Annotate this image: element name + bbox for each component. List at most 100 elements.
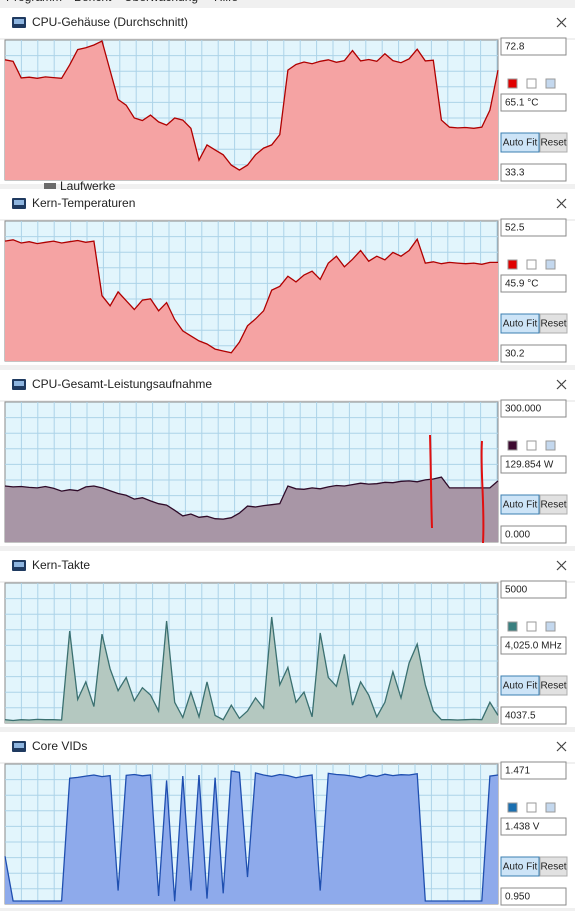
max-value-box [500,580,567,599]
auto-fit-label: Auto Fit [503,681,538,692]
min-value: 4037.5 [505,711,536,722]
color-checkbox[interactable] [526,621,537,632]
auto-fit-button[interactable] [500,494,540,515]
panel-icon-screen [14,562,24,567]
reset-button[interactable] [539,132,568,153]
auto-fit-label: Auto Fit [503,500,538,511]
series-line [4,237,498,354]
max-value-box [500,37,567,56]
reset-button[interactable] [539,675,568,696]
current-value-box [500,455,567,474]
panel-title: Kern-Takte [32,558,90,572]
color-checkbox[interactable] [545,802,556,813]
current-value: 65.1 °C [505,98,538,109]
max-value: 300.000 [505,404,542,415]
color-checkbox[interactable] [507,259,518,270]
current-value-box [500,93,567,112]
max-value: 5000 [505,585,528,596]
area-fill [5,477,498,542]
reset-button[interactable] [539,313,568,334]
min-value-box [500,706,567,725]
max-value: 72.8 [505,42,525,53]
area-fill [5,617,498,723]
series-line [4,616,499,722]
color-checkbox[interactable] [507,802,518,813]
close-stroke [556,17,567,28]
current-value: 45.9 °C [505,279,538,290]
menu-item[interactable]: Bericht [74,0,112,4]
max-value-box [500,761,567,780]
current-value: 1.438 V [505,822,540,833]
color-checkbox[interactable] [545,78,556,89]
min-value: 30.2 [505,349,525,360]
menu-item[interactable]: Überwachung [124,0,198,4]
current-value-box [500,817,567,836]
menu-item[interactable]: Programm [6,0,62,4]
auto-fit-button[interactable] [500,313,540,334]
max-value: 52.5 [505,223,525,234]
close-button[interactable] [556,17,567,28]
panel-icon-screen [14,19,24,24]
reset-label: Reset [540,138,566,149]
current-value: 4,025.0 MHz [505,641,562,652]
color-checkbox[interactable] [545,259,556,270]
auto-fit-button[interactable] [500,856,540,877]
tree-item: Laufwerke [60,179,116,193]
current-value: 129.854 W [505,460,554,471]
menu-item[interactable]: Hilfe [214,0,238,4]
reset-label: Reset [540,500,566,511]
color-checkbox[interactable] [507,440,518,451]
min-value: 0.950 [505,892,530,903]
auto-fit-label: Auto Fit [503,319,538,330]
min-value: 0.000 [505,530,530,541]
area-fill [5,771,498,904]
auto-fit-label: Auto Fit [503,862,538,873]
auto-fit-label: Auto Fit [503,138,538,149]
reset-button[interactable] [539,856,568,877]
panel-icon-screen [14,743,24,748]
min-value: 33.3 [505,168,525,179]
panel-title: Kern-Temperaturen [32,196,135,210]
annotation-stroke [429,434,433,529]
color-checkbox[interactable] [526,259,537,270]
min-value-box [500,887,567,906]
color-checkbox[interactable] [507,78,518,89]
reset-label: Reset [540,862,566,873]
max-value: 1.471 [505,766,530,777]
color-checkbox[interactable] [545,440,556,451]
tree-icon [44,183,56,189]
annotation-stroke [480,440,485,544]
series-line [4,40,499,171]
min-value-box [500,344,567,363]
series-line [4,770,499,902]
close-button[interactable] [556,741,567,752]
panel-icon-screen [14,200,24,205]
color-checkbox[interactable] [526,440,537,451]
area-fill [5,41,498,180]
close-stroke [556,379,567,390]
close-stroke [556,741,567,752]
close-button[interactable] [556,198,567,209]
color-checkbox[interactable] [507,621,518,632]
auto-fit-button[interactable] [500,675,540,696]
max-value-box [500,399,567,418]
reset-button[interactable] [539,494,568,515]
close-button[interactable] [556,379,567,390]
panel-title: CPU-Gesamt-Leistungsaufnahme [32,377,212,391]
close-stroke [556,198,567,209]
min-value-box [500,525,567,544]
area-fill [5,239,498,361]
color-checkbox[interactable] [526,78,537,89]
auto-fit-button[interactable] [500,132,540,153]
current-value-box [500,636,567,655]
max-value-box [500,218,567,237]
min-value-box [500,163,567,182]
color-checkbox[interactable] [526,802,537,813]
panel-title: CPU-Gehäuse (Durchschnitt) [32,15,188,29]
panel-icon-screen [14,381,24,386]
close-button[interactable] [556,560,567,571]
panel-title: Core VIDs [32,739,87,753]
color-checkbox[interactable] [545,621,556,632]
